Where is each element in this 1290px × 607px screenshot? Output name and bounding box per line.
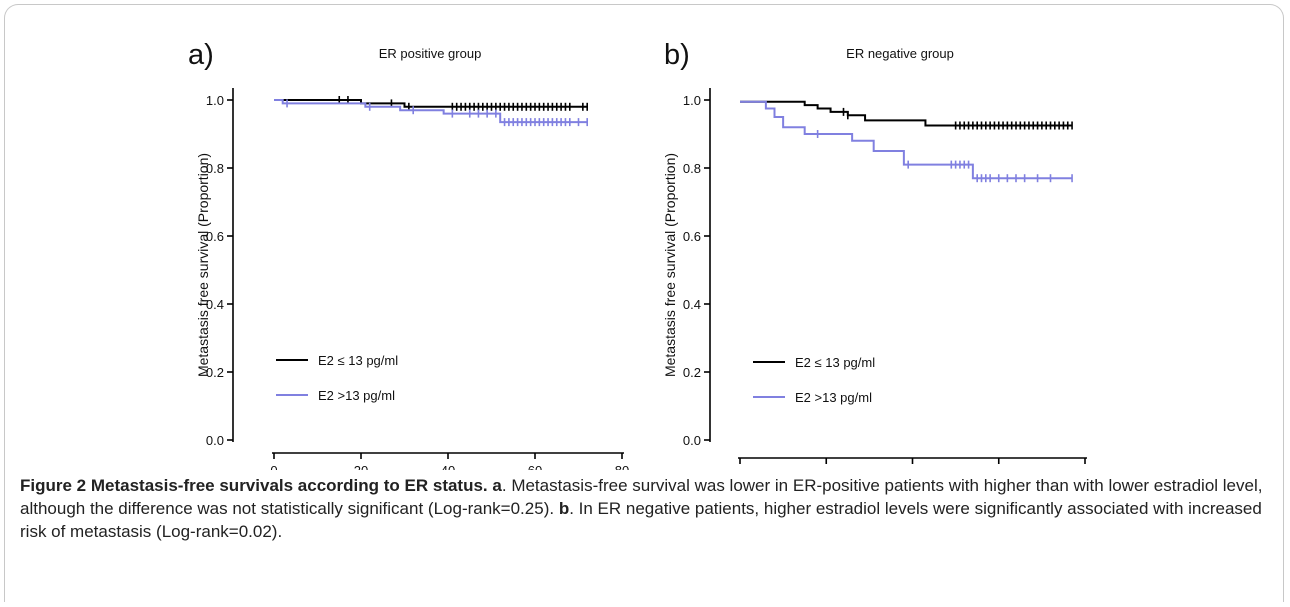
caption-part-a-text: . Metastasis-free survival was lower in … [20,476,1263,518]
chart-title: ER positive group [379,46,482,61]
legend-label: E2 >13 pg/ml [318,388,395,403]
x-tick-label: 20 [354,463,368,470]
caption-part-a-label: a [492,476,502,495]
x-tick-label: 60 [528,463,542,470]
x-tick-label: 80 [615,463,629,470]
y-tick-label: 0.0 [683,433,701,448]
y-tick-label: 0.4 [683,297,701,312]
y-tick-label: 1.0 [683,93,701,108]
x-tick-label: 40 [441,463,455,470]
x-tick-label: 60 [992,468,1006,470]
chart-title: ER negative group [846,46,954,61]
x-tick-label: 20 [819,468,833,470]
km-curve-low-e2 [740,100,1073,127]
caption-title: Figure 2 Metastasis-free survivals accor… [20,476,488,495]
x-tick-label: 0 [736,468,743,470]
y-tick-label: 0.4 [206,297,224,312]
x-tick-label: 80 [1078,468,1092,470]
y-tick-label: 0.6 [683,229,701,244]
figure-charts: a) ER positive group 0.0 0.2 0.4 0.6 0.8 1.0 0 20… [188,39,1092,470]
x-tick-label: 0 [270,463,277,470]
caption-part-b-text: . In ER negative patients, higher estrad… [20,499,1262,541]
caption-part-b-label: b [558,499,570,518]
figure-frame [4,4,1284,602]
y-tick-label: 0.6 [206,229,224,244]
km-curve-high-e2 [740,100,1073,180]
panel-label: a) [188,39,214,71]
y-tick-label: 1.0 [206,93,224,108]
legend-label: E2 ≤ 13 pg/ml [318,353,398,368]
legend-label: E2 ≤ 13 pg/ml [795,355,875,370]
x-tick-label: 40 [905,468,919,470]
y-tick-label: 0.0 [206,433,224,448]
y-tick-label: 0.8 [683,161,701,176]
km-curve-low-e2 [274,99,588,108]
chart-panel-b: b) ER negative group 0.0 0.2 0.4 0.6 0.8 1.0 0 20… [662,39,1092,470]
km-curve-high-e2 [274,99,588,124]
y-axis-label: Metastasis free survival (Proportion) [195,153,211,377]
legend-label: E2 >13 pg/ml [795,390,872,405]
y-tick-label: 0.2 [206,365,224,380]
y-tick-label: 0.2 [683,365,701,380]
y-tick-label: 0.8 [206,161,224,176]
chart-panel-a: a) ER positive group 0.0 0.2 0.4 0.6 0.8 1.0 0 20… [188,39,629,470]
panel-label: b) [664,39,690,71]
y-axis-label: Metastasis free survival (Proportion) [662,153,678,377]
figure-caption: Figure 2 Metastasis-free survivals accor… [20,474,1272,543]
